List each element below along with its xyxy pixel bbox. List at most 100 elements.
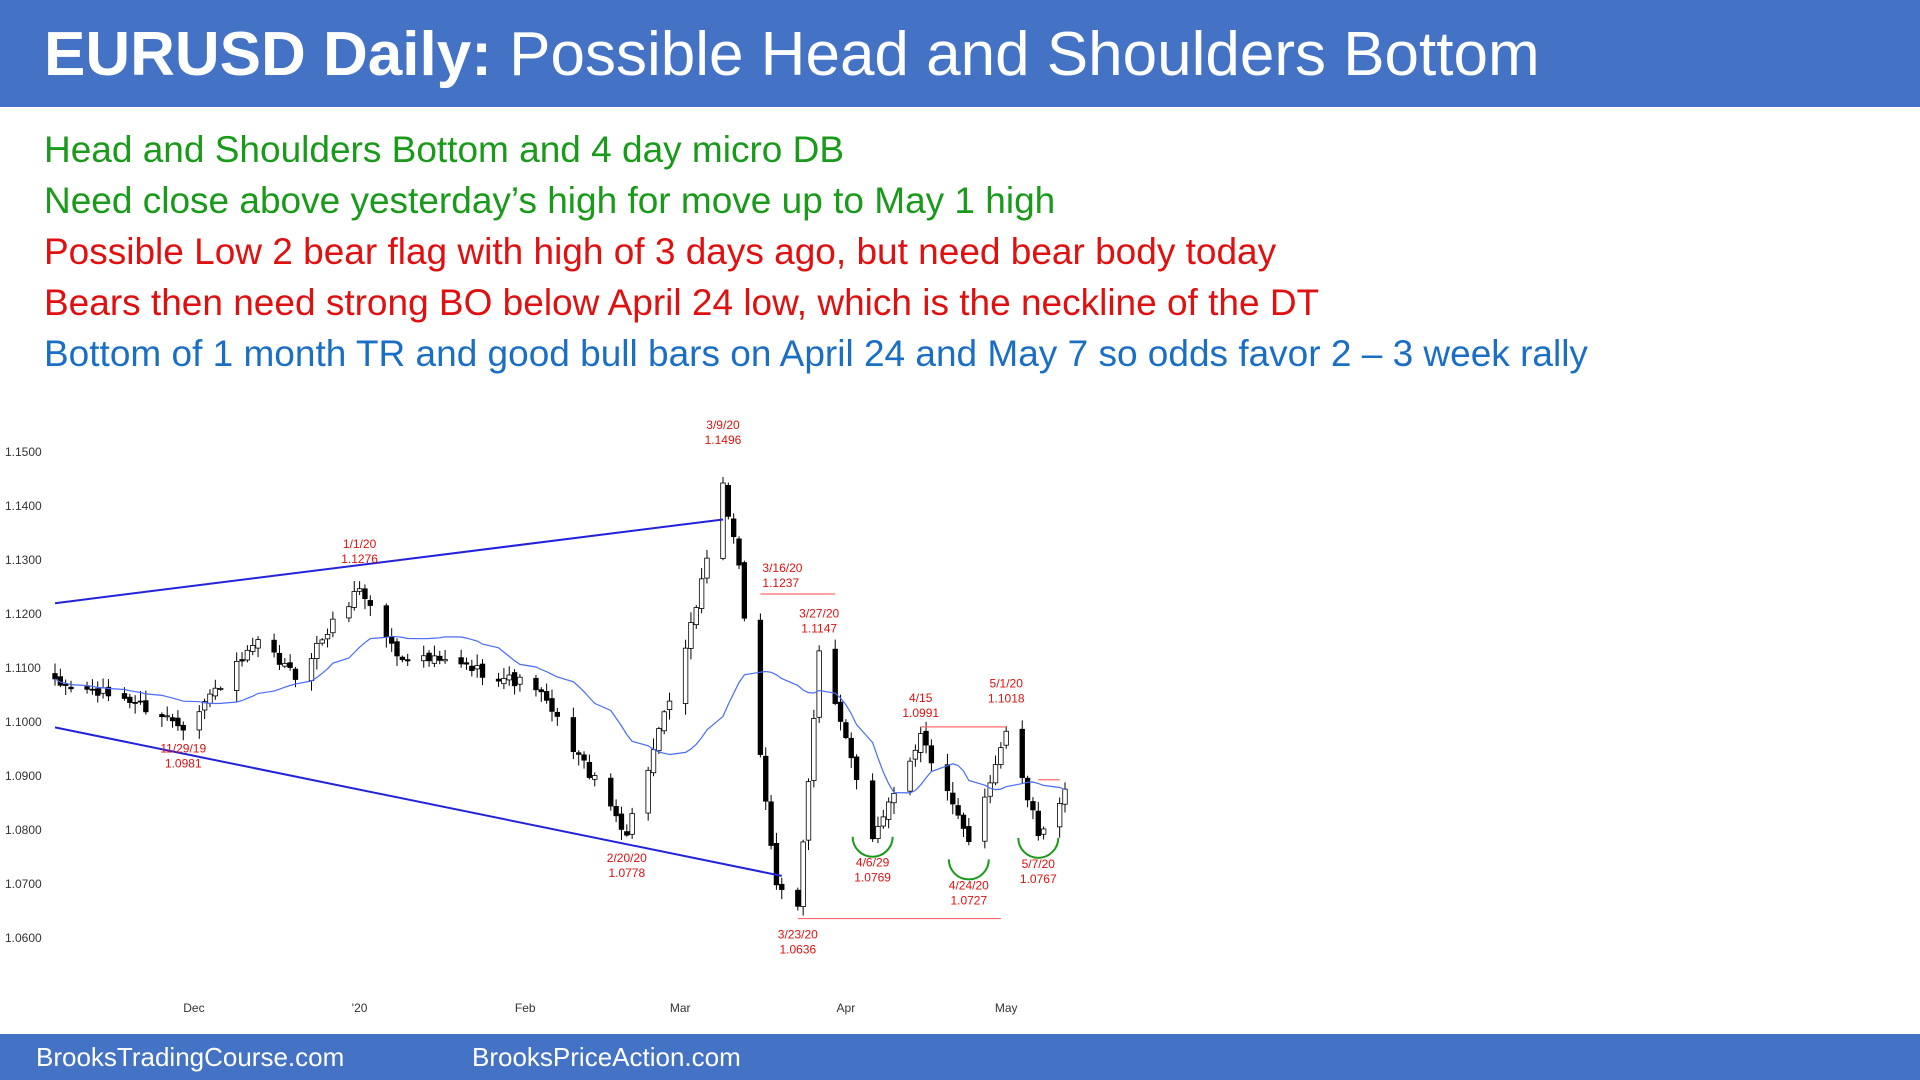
candle-body (955, 805, 961, 816)
annotation-price: 1.1147 (801, 622, 837, 636)
candle-body (175, 717, 181, 727)
candle-body (757, 619, 764, 755)
annotation-date: 2/20/20 (607, 851, 647, 865)
candle-body (127, 696, 133, 703)
x-tick-label: Feb (515, 1001, 536, 1015)
annotation-date: 4/24/20 (949, 878, 989, 892)
footer-right-link[interactable]: BrooksPriceAction.com (472, 1042, 741, 1072)
candle-body (779, 883, 785, 890)
candle-body (506, 674, 512, 681)
candle-body (538, 689, 544, 693)
candle-body (159, 714, 165, 718)
candle-body (741, 562, 748, 619)
bottom-arc (851, 836, 894, 858)
candle-body (800, 841, 806, 907)
candle-body (570, 717, 577, 752)
candle-body (586, 761, 593, 778)
candle-body (394, 641, 400, 657)
candle-body (517, 676, 523, 685)
candle-body (848, 737, 854, 759)
y-tick-label: 1.0900 (5, 769, 42, 783)
candle-body (853, 756, 860, 781)
x-tick-label: Mar (670, 1001, 691, 1015)
candle-body (1019, 728, 1025, 778)
bottom-arc (947, 859, 990, 881)
candle-body (1030, 801, 1036, 811)
candle-body (992, 764, 999, 784)
candle-body (356, 588, 363, 592)
candle-body (292, 668, 299, 680)
candle-body (666, 700, 673, 710)
annotation-date: 3/27/20 (799, 607, 839, 621)
y-tick-label: 1.0800 (5, 823, 42, 837)
candle-body (143, 700, 149, 713)
candle-body (885, 801, 892, 820)
candle-body (319, 639, 325, 644)
annotation-date: 1/1/20 (343, 537, 377, 551)
candle-body (346, 606, 352, 619)
candle-body (832, 648, 838, 704)
candle-body (426, 652, 432, 662)
note-line-4: Bears then need strong BO below April 24… (44, 282, 1320, 323)
candle-body (912, 749, 919, 760)
candle-body (907, 760, 913, 792)
candle-body (725, 484, 732, 517)
candle-body (442, 659, 448, 662)
candle-body (351, 591, 357, 608)
candle-body (843, 722, 849, 738)
trendline (54, 726, 782, 877)
candle-body (1024, 777, 1031, 801)
candle-body (458, 657, 464, 665)
price-chart: 1.1500 1.1400 1.1300 1.1200 1.1100 1.1000 1.09… (5, 418, 1068, 1015)
candle-body (731, 518, 737, 538)
candle-body (773, 842, 780, 886)
candle-body (121, 693, 128, 699)
candle-body (613, 806, 619, 817)
candle-body (137, 700, 144, 703)
annotation-price: 1.1237 (762, 576, 799, 590)
note-line-3: Possible Low 2 bear flag with high of 3 … (44, 231, 1277, 272)
annotation-price: 1.0769 (854, 871, 891, 885)
candle-body (196, 711, 202, 731)
candle-body (250, 645, 256, 652)
candle-body (918, 733, 924, 753)
annotation-date: 11/29/19 (160, 741, 206, 755)
candle-body (495, 678, 502, 682)
candle-body (1062, 788, 1068, 805)
candle-body (431, 655, 438, 664)
y-tick-label: 1.1100 (5, 661, 41, 675)
candle-body (533, 677, 539, 691)
y-tick-label: 1.1200 (5, 607, 42, 621)
annotation-price: 1.1276 (341, 552, 378, 566)
annotation-date: 4/6/29 (856, 856, 890, 870)
title-bar: EURUSD Daily: Possible Head and Shoulder… (0, 0, 1920, 107)
candle-body (169, 717, 176, 722)
candle-body (656, 728, 662, 752)
candle-body (704, 557, 710, 579)
candle-body (399, 656, 406, 661)
candle-body (998, 747, 1004, 765)
candle-body (180, 724, 186, 731)
title-rest: Possible Head and Shoulders Bottom (509, 20, 1540, 89)
y-tick-label: 1.0700 (5, 877, 42, 891)
candle-body (960, 814, 967, 829)
page-title: EURUSD Daily: Possible Head and Shoulder… (44, 20, 1540, 90)
candle-body (100, 687, 106, 694)
candle-body (869, 780, 876, 840)
candle-body (276, 652, 283, 665)
footer-left-link[interactable]: BrooksTradingCourse.com (36, 1042, 345, 1072)
annotation-date: 3/9/20 (706, 418, 740, 432)
candle-body (469, 665, 475, 672)
candle-body (693, 607, 699, 626)
annotation-price: 1.0636 (779, 943, 816, 957)
candle-body (816, 650, 822, 718)
annotation-price: 1.0981 (165, 756, 202, 770)
candle-body (1035, 810, 1041, 837)
candle-body (682, 647, 689, 704)
candle-body (1003, 730, 1009, 746)
candle-body (52, 673, 58, 680)
candle-body (437, 655, 443, 661)
candle-body (923, 730, 929, 746)
notes: Head and Shoulders Bottom and 4 day micr… (44, 124, 1588, 379)
candle-body (105, 686, 112, 697)
